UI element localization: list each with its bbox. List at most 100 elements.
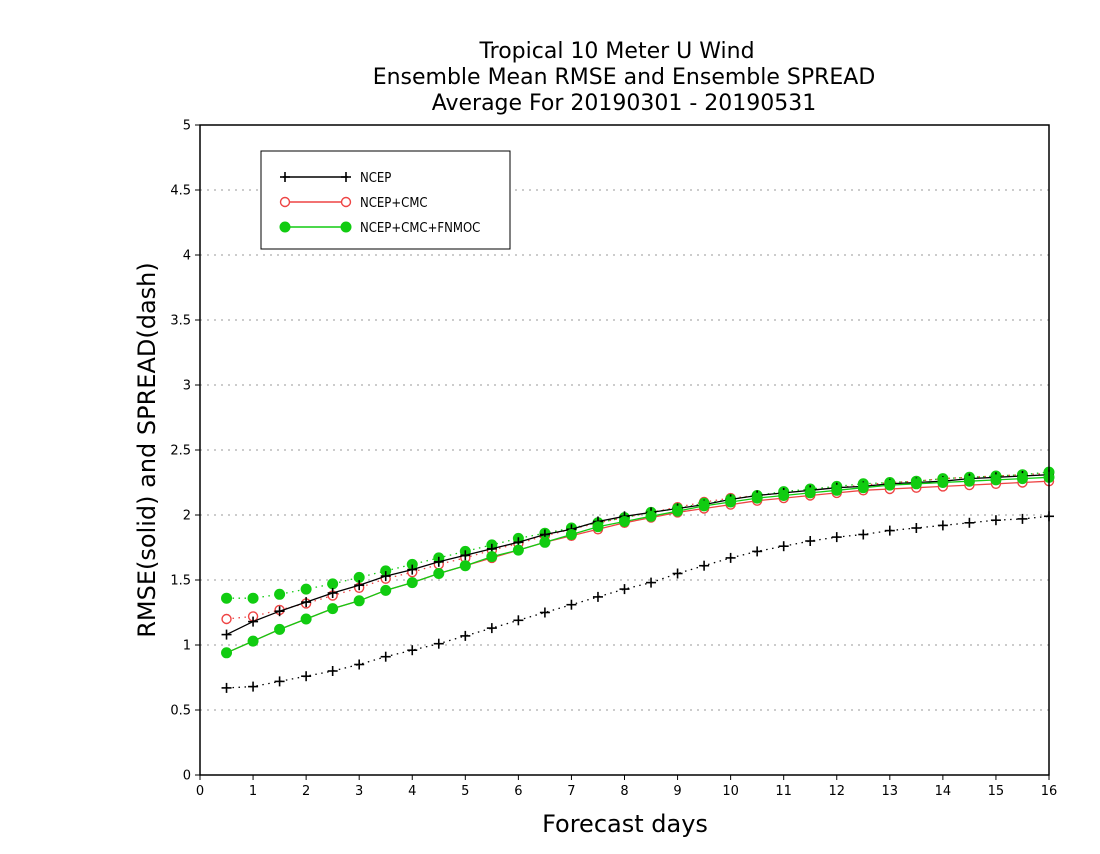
spread-point-ncep-23 <box>831 532 842 543</box>
y-tick-label-2: 2 <box>183 509 191 524</box>
x-tick-label-1: 1 <box>249 784 257 799</box>
rmse-point-ncep-cmc-fnmoc-13 <box>565 529 577 540</box>
spread-point-ncep-19 <box>725 552 736 563</box>
x-axis-title: Forecast days <box>542 810 708 838</box>
chart-title-line-1: Tropical 10 Meter U Wind <box>478 39 754 64</box>
y-tick-label-1.5: 1.5 <box>170 574 191 589</box>
legend-marker-start-ncep-cmc-fnmoc <box>279 221 291 233</box>
spread-point-ncep-26 <box>911 523 922 533</box>
spread-point-ncep-0 <box>221 682 232 693</box>
rmse-point-ncep-3 <box>301 597 312 608</box>
y-tick-label-3: 3 <box>183 379 191 394</box>
rmse-point-ncep-cmc-fnmoc-15 <box>619 516 630 527</box>
rmse-point-ncep-cmc-fnmoc-10 <box>486 551 498 563</box>
spread-point-ncep-25 <box>884 525 895 536</box>
rmse-point-ncep-cmc-fnmoc-18 <box>698 500 710 512</box>
x-tick-label-13: 13 <box>882 784 899 799</box>
spread-point-ncep-cmc-fnmoc-0 <box>221 592 233 604</box>
rmse-point-ncep-2 <box>274 606 285 617</box>
x-tick-label-7: 7 <box>567 784 575 799</box>
spread-point-ncep-2 <box>274 676 285 687</box>
grid-lines <box>200 189 1049 711</box>
y-axis-ticks: 0 0.5 1 1.5 2 2.5 3 3.5 4 4.5 5 <box>170 119 200 784</box>
rmse-point-ncep-cmc-fnmoc-22 <box>804 487 816 499</box>
spread-point-ncep-15 <box>619 584 630 595</box>
rmse-point-ncep-cmc-fnmoc-30 <box>1016 473 1028 485</box>
spread-point-ncep-11 <box>513 615 524 626</box>
spread-point-ncep-18 <box>699 560 710 571</box>
y-tick-label-5: 5 <box>183 119 191 134</box>
y-axis-title: RMSE(solid) and SPREAD(dash) <box>133 262 161 638</box>
x-tick-label-2: 2 <box>302 784 310 799</box>
rmse-point-ncep-cmc-fnmoc-24 <box>857 482 869 494</box>
rmse-point-ncep-5 <box>354 580 365 591</box>
spread-point-ncep-28 <box>964 517 975 528</box>
legend-label-ncep-cmc: NCEP+CMC <box>360 196 428 211</box>
legend-marker-end-ncep-cmc-fnmoc <box>340 221 352 233</box>
spread-point-ncep-16 <box>646 577 657 588</box>
y-tick-label-4.5: 4.5 <box>170 184 191 199</box>
legend-label-ncep-cmc-fnmoc: NCEP+CMC+FNMOC <box>360 221 480 236</box>
spread-line-ncep-cmc-fnmoc <box>226 471 1050 599</box>
spread-point-ncep-29 <box>990 515 1001 526</box>
spread-point-ncep-10 <box>486 623 497 634</box>
rmse-point-ncep-cmc-fnmoc-21 <box>778 490 790 501</box>
spread-line-ncep <box>226 515 1050 689</box>
y-tick-label-1: 1 <box>183 639 191 654</box>
spread-point-ncep-30 <box>1017 513 1028 524</box>
rmse-series-layer <box>221 469 1055 659</box>
rmse-point-ncep-cmc-fnmoc-27 <box>937 477 949 488</box>
rmse-point-ncep-cmc-fnmoc-17 <box>672 505 684 517</box>
rmse-point-ncep-cmc-fnmoc-2 <box>274 623 286 635</box>
x-tick-label-14: 14 <box>935 784 952 799</box>
x-axis-ticks: 0 1 2 3 4 5 6 7 8 9 10 11 12 13 14 15 16 <box>196 775 1057 799</box>
spread-point-ncep-22 <box>805 536 816 546</box>
rmse-point-ncep-cmc-fnmoc-14 <box>592 521 604 533</box>
x-tick-label-10: 10 <box>722 784 739 799</box>
legend-label-ncep: NCEP <box>360 171 391 186</box>
rmse-point-ncep-cmc-fnmoc-25 <box>884 479 896 491</box>
spread-point-ncep-27 <box>937 520 948 531</box>
rmse-point-ncep-cmc-fnmoc-5 <box>353 595 365 607</box>
rmse-point-ncep-1 <box>248 616 259 627</box>
spread-point-ncep-1 <box>248 681 259 692</box>
y-tick-label-2.5: 2.5 <box>170 444 191 459</box>
x-tick-label-4: 4 <box>408 784 416 799</box>
spread-point-ncep-12 <box>539 607 550 618</box>
chart-title-group: Tropical 10 Meter U Wind Ensemble Mean R… <box>373 39 876 116</box>
rmse-point-ncep-cmc-fnmoc-29 <box>990 474 1002 486</box>
x-tick-label-12: 12 <box>828 784 845 799</box>
rmse-point-ncep-9 <box>460 550 471 561</box>
rmse-point-ncep-6 <box>380 571 391 582</box>
spread-point-ncep-20 <box>752 546 763 557</box>
rmse-point-ncep-cmc-fnmoc-12 <box>539 536 551 548</box>
rmse-line-ncep-cmc <box>226 480 1050 654</box>
spread-point-ncep-cmc-fnmoc-2 <box>274 588 286 600</box>
spread-point-ncep-4 <box>327 666 338 676</box>
rmse-point-ncep-cmc-fnmoc-23 <box>831 484 843 496</box>
rmse-point-ncep-cmc-fnmoc-4 <box>327 603 339 615</box>
rmse-point-ncep-0 <box>221 629 232 640</box>
rmse-point-ncep-8 <box>433 556 444 567</box>
rmse-point-ncep-cmc-fnmoc-6 <box>380 584 392 596</box>
spread-point-ncep-21 <box>778 541 789 552</box>
x-tick-label-5: 5 <box>461 784 469 799</box>
rmse-point-ncep-cmc-fnmoc-8 <box>433 568 445 579</box>
legend-marker-start-ncep <box>280 172 290 182</box>
x-tick-label-6: 6 <box>514 784 522 799</box>
spread-point-ncep-3 <box>301 671 312 682</box>
x-tick-label-11: 11 <box>775 784 792 799</box>
x-tick-label-9: 9 <box>673 784 681 799</box>
legend-box <box>260 150 511 250</box>
x-tick-label-3: 3 <box>355 784 363 799</box>
legend-marker-start-ncep-cmc <box>279 196 291 208</box>
rmse-point-ncep-cmc-fnmoc-1 <box>247 635 259 647</box>
spread-point-ncep-cmc-fnmoc-3 <box>300 583 312 595</box>
x-tick-label-0: 0 <box>196 784 204 799</box>
chart-title-line-2: Ensemble Mean RMSE and Ensemble SPREAD <box>373 65 876 90</box>
x-tick-label-8: 8 <box>620 784 628 799</box>
rmse-point-ncep-cmc-fnmoc-11 <box>512 544 524 556</box>
spread-point-ncep-9 <box>460 630 471 641</box>
